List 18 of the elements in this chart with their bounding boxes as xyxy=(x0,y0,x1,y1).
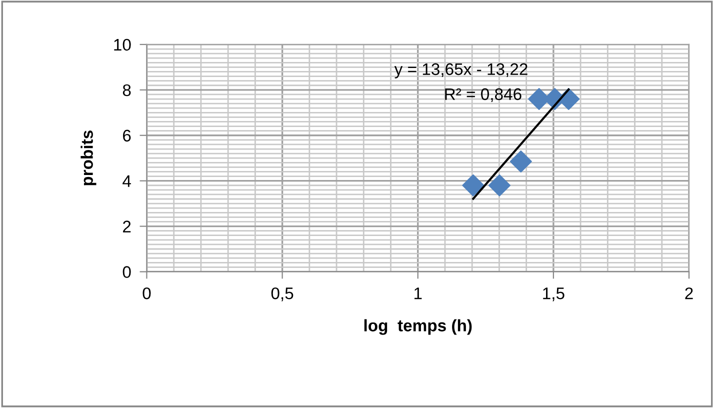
y-tick-label: 6 xyxy=(123,130,131,142)
y-tick-label: 0 xyxy=(122,266,131,278)
y-axis-title: probits xyxy=(80,130,96,186)
x-tick-label: 1,5 xyxy=(543,288,564,302)
x-tick-label: 0,5 xyxy=(271,287,294,302)
y-tick-label: 4 xyxy=(122,175,131,187)
y-tick-label: 2 xyxy=(123,220,131,232)
point xyxy=(462,174,484,196)
x-axis-title: log temps (h) xyxy=(364,319,472,335)
y-tick-label: 10 xyxy=(114,38,131,51)
x-tick-label: 0 xyxy=(142,287,151,300)
x-tick-label: 1 xyxy=(414,288,422,300)
point xyxy=(488,174,510,196)
x-tick-label: 2 xyxy=(685,287,693,300)
annotation: R² = 0,846 xyxy=(445,88,522,102)
point xyxy=(510,150,532,173)
annotation: y = 13,65x - 13,22 xyxy=(394,63,528,78)
y-tick-label: 8 xyxy=(122,84,131,96)
